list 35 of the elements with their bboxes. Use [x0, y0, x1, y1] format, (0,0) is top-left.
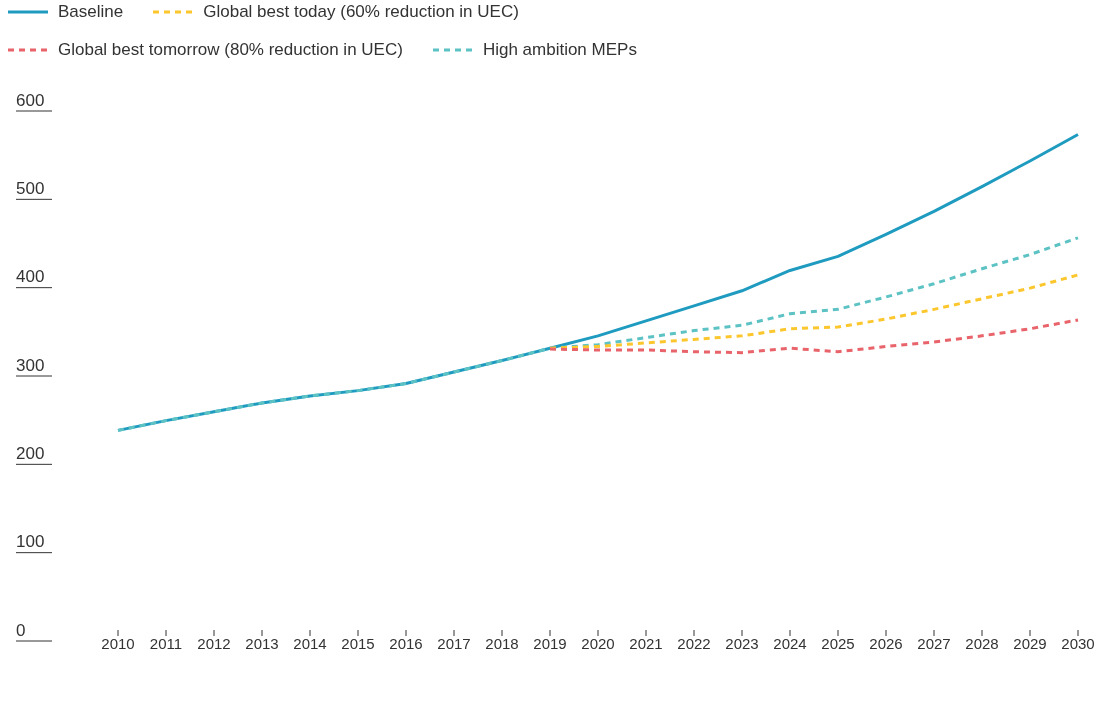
x-tick-label: 2021 — [629, 634, 663, 652]
x-tick-label: 2024 — [773, 634, 807, 652]
x-tick-label: 2018 — [485, 634, 519, 652]
y-tick-label: 400 — [16, 267, 45, 287]
y-tick-label: 600 — [16, 90, 45, 110]
x-tick-label: 2010 — [101, 634, 135, 652]
x-tick-label: 2028 — [965, 634, 999, 652]
x-tick-label: 2017 — [437, 634, 471, 652]
legend-label: Baseline — [58, 2, 124, 22]
x-tick-label: 2011 — [149, 634, 183, 652]
x-tick-label: 2012 — [197, 634, 231, 652]
y-tick-label: 200 — [16, 443, 45, 463]
x-tick-label: 2030 — [1061, 634, 1095, 652]
y-tick-label: 100 — [16, 532, 45, 552]
y-tick-label: 300 — [16, 355, 45, 375]
x-tick-label: 2013 — [245, 634, 279, 652]
legend-label: Global best today (60% reduction in UEC) — [203, 2, 519, 22]
x-tick-label: 2015 — [341, 634, 375, 652]
legend-label: Global best tomorrow (80% reduction in UEC) — [58, 40, 403, 60]
x-tick-label: 2023 — [725, 634, 759, 652]
x-tick-label: 2029 — [1013, 634, 1047, 652]
y-tick-label: 0 — [16, 620, 26, 640]
x-tick-label: 2026 — [869, 634, 903, 652]
legend-label: High ambition MEPs — [482, 40, 637, 60]
x-tick-label: 2025 — [821, 634, 855, 652]
line-series — [548, 273, 1080, 350]
x-tick-label: 2016 — [389, 634, 423, 652]
x-tick-label: 2027 — [917, 634, 951, 652]
x-tick-label: 2020 — [581, 634, 615, 652]
x-tick-label: 2014 — [293, 634, 327, 652]
line-series — [548, 318, 1080, 355]
x-tick-label: 2019 — [533, 634, 567, 652]
x-tick-label: 2022 — [677, 634, 711, 652]
line-series — [116, 236, 1080, 432]
y-tick-label: 500 — [16, 178, 45, 198]
